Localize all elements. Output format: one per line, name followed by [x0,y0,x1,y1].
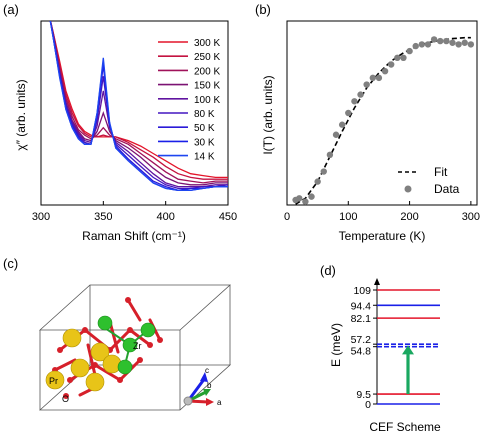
panel-b-data-point [437,37,444,45]
panel-b-data-point [369,74,377,82]
panel-a-xlabel: Raman Shift (cm⁻¹) [82,229,186,243]
panel-b-xtick-label: 200 [400,211,418,223]
panel-b-data-point [449,39,456,46]
panel-b-x-ticks: 0 100 200 300 [284,201,480,223]
panel-b-data-point [381,67,389,75]
panel-b-fit-curve [295,36,471,205]
panel-a-series-line [49,21,228,191]
lattice-axes: c b a [183,366,222,407]
panel-b-fit-line [295,36,471,205]
atom-label-zr: Zr [133,341,142,351]
panel-b-data-point [461,39,468,46]
unit-cell-outline [38,284,232,411]
panel-b-ylabel: I(T) (arb. units) [261,75,275,154]
panel-a-legend-label: 100 K [194,95,220,106]
panel-b-frame [286,20,478,206]
panel-b-data-point [363,81,370,88]
panel-b-xtick-label: 300 [462,211,480,223]
zr-atoms [97,315,156,375]
panel-d-title: CEF Scheme [369,420,441,434]
panel-a-legend-label: 50 K [194,123,215,134]
legend-data-label: Data [434,182,460,196]
panel-a-xtick-label: 450 [219,211,237,223]
panel-b-xtick-label: 100 [339,211,357,223]
legend-fit-label: Fit [434,165,448,179]
panel-a-series-line [49,21,228,184]
panel-a-legend-label: 80 K [194,109,215,120]
atom-label-pr: Pr [49,376,58,386]
panel-a-legend-label: 200 K [194,66,220,77]
panel-a-series [49,21,228,191]
panel-d-cef-scheme: 109 94.482.1 57.254.8 9.50 E (meV) CEF Sche… [329,278,441,434]
legend-data-swatch [404,185,412,193]
panel-label-b: (b) [255,2,271,17]
cef-level-label: 109 [353,285,371,297]
panel-b-data-point [467,41,475,48]
panel-b-xtick-label: 0 [284,211,290,223]
o-atoms [52,297,163,399]
panel-b-data-point [302,198,309,205]
panel-label-c: (c) [3,256,18,271]
panel-a-x-ticks: 300 350 400 450 [32,201,237,223]
panel-d-axis-arrow [374,278,380,285]
cef-transition-head [402,345,414,355]
panel-a-raman-chart: 300 350 400 450 300 K 250 K 200 K 150 K 100 K 80… [14,20,237,243]
panel-a-legend-label: 150 K [194,81,220,92]
panel-c-crystal-structure: Pr Zr O c b a [38,284,232,411]
panel-a-legend: 300 K 250 K 200 K 150 K 100 K 80 K 50 K 30 K 14 … [158,38,220,163]
panel-b-data-points [292,36,475,205]
panel-a-legend-label: 300 K [194,38,220,49]
panel-b-data-point [332,131,340,138]
cef-level-label: 9.5 [356,389,371,401]
panel-b-data-point [320,168,327,175]
panel-b-intensity-chart: 0 100 200 300 Fit Data Temperature (K) I(T)… [261,20,480,243]
panel-d-ylabel: E (meV) [329,323,343,367]
panel-b-data-point [308,193,315,200]
panel-a-series-line [49,21,228,180]
panel-a-xtick-label: 350 [94,211,112,223]
cef-level-label: 0 [365,399,371,411]
panel-b-data-point [351,98,358,105]
panel-b-data-point [406,47,413,55]
axis-label-c: c [205,366,209,375]
cef-level-label: 57.2 [351,334,372,346]
panel-b-data-point [296,195,303,202]
panel-a-legend-label: 30 K [194,137,215,148]
panel-d-levels: 109 94.482.1 57.254.8 9.50 [351,285,440,411]
panel-b-data-point [424,41,432,48]
panel-a-xtick-label: 300 [32,211,50,223]
panel-b-data-point [375,74,383,82]
cef-level-label: 94.4 [351,300,372,312]
panel-b-data-point [314,178,321,185]
panel-label-a: (a) [3,2,19,17]
panel-b-xlabel: Temperature (K) [339,229,426,243]
cef-level-label: 54.8 [351,346,372,358]
panel-b-data-point [400,54,407,61]
panel-b-data-point [357,91,364,98]
panel-b-data-point [394,54,401,61]
panel-a-legend-label: 250 K [194,52,220,63]
panel-d-transition-arrow [402,345,414,395]
panel-b-data-point [326,151,334,159]
panel-a-ylabel: χ″ (arb. units) [14,79,28,150]
panel-b-data-point [430,36,438,43]
panel-b-data-point [455,41,462,48]
panel-label-d: (d) [320,263,336,278]
panel-b-data-point [345,109,352,117]
panel-b-data-point [387,61,395,68]
axis-label-a: a [217,398,222,407]
axis-label-b: b [207,381,212,390]
panel-b-data-point [338,121,346,128]
panel-a-legend-label: 14 K [194,152,215,163]
panel-a-xtick-label: 400 [156,211,174,223]
pr-atoms [45,328,122,392]
panel-a-frame [40,20,229,206]
panel-b-data-point [418,41,426,48]
panel-b-data-point [443,37,450,45]
cef-level-label: 82.1 [351,313,372,325]
atom-label-o: O [62,394,69,404]
panel-b-data-point [412,42,419,50]
panel-b-legend: Fit Data [398,165,460,196]
